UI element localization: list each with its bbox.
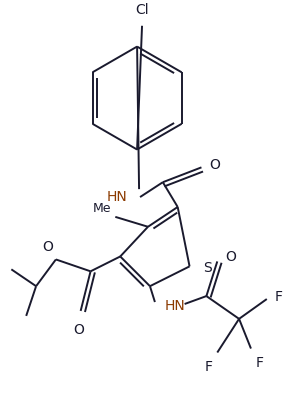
Text: O: O bbox=[73, 323, 84, 337]
Text: Me: Me bbox=[93, 202, 111, 215]
Text: S: S bbox=[204, 261, 212, 276]
Text: Cl: Cl bbox=[135, 3, 149, 17]
Text: O: O bbox=[225, 250, 236, 265]
Text: O: O bbox=[209, 158, 220, 173]
Text: HN: HN bbox=[107, 190, 127, 204]
Text: F: F bbox=[275, 290, 283, 304]
Text: HN: HN bbox=[165, 299, 185, 313]
Text: O: O bbox=[42, 240, 53, 255]
Text: F: F bbox=[204, 360, 212, 375]
Text: F: F bbox=[256, 356, 264, 370]
